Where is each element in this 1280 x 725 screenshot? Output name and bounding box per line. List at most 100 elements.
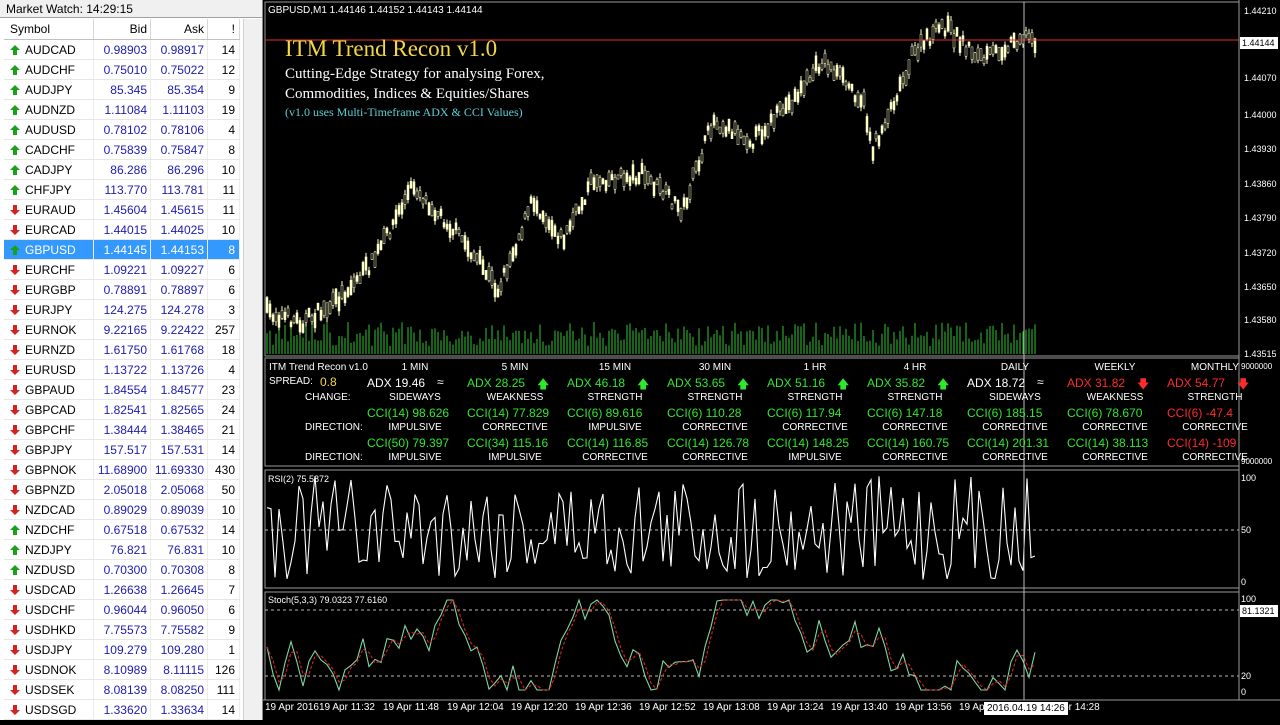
market-watch-row[interactable]: AUDCHF 0.75010 0.75022 12 <box>4 60 240 80</box>
market-watch-row[interactable]: USDHKD 7.75573 7.75582 9 <box>4 620 240 640</box>
market-watch-row[interactable]: NZDCHF 0.67518 0.67532 14 <box>4 520 240 540</box>
market-watch-row[interactable]: USDSGD 1.33620 1.33634 14 <box>4 700 240 720</box>
price-down-arrow-icon <box>10 465 20 475</box>
market-watch-row[interactable]: GBPNOK 11.68900 11.69330 430 <box>4 460 240 480</box>
bid-cell: 1.44145 <box>94 240 151 259</box>
spread-cell: 10 <box>208 160 240 179</box>
adx-sideways-icon: ≈ <box>437 375 444 389</box>
candle-body <box>856 92 860 108</box>
market-watch-row[interactable]: EURUSD 1.13722 1.13726 4 <box>4 360 240 380</box>
market-watch-row[interactable]: GBPUSD 1.44145 1.44153 8 <box>4 240 240 260</box>
spread-cell: 126 <box>208 660 240 679</box>
market-watch-row[interactable]: AUDNZD 1.11084 1.11103 19 <box>4 100 240 120</box>
market-watch-row[interactable]: CHFJPY 113.770 113.781 11 <box>4 180 240 200</box>
column-header-bid[interactable]: Bid <box>94 19 151 39</box>
market-watch-row[interactable]: EURAUD 1.45604 1.45615 11 <box>4 200 240 220</box>
candle-body <box>700 153 704 163</box>
market-watch-row[interactable]: NZDJPY 76.821 76.831 10 <box>4 540 240 560</box>
spread-cell: 9 <box>208 620 240 639</box>
spread-cell: 14 <box>208 440 240 459</box>
spread-cell: 257 <box>208 320 240 339</box>
market-watch-row[interactable]: USDJPY 109.279 109.280 1 <box>4 640 240 660</box>
candle-body <box>370 253 374 260</box>
market-watch-row[interactable]: EURNZD 1.61750 1.61768 18 <box>4 340 240 360</box>
market-watch-row[interactable]: USDCAD 1.26638 1.26645 7 <box>4 580 240 600</box>
market-watch-row[interactable]: AUDJPY 85.345 85.354 9 <box>4 80 240 100</box>
candle-body <box>472 251 476 261</box>
symbol-cell: EURCAD <box>4 220 94 239</box>
candle-body <box>916 47 920 61</box>
market-watch-row[interactable]: USDCHF 0.96044 0.96050 6 <box>4 600 240 620</box>
spread-cell: 430 <box>208 460 240 479</box>
candle-body <box>484 270 488 280</box>
market-watch-row[interactable]: EURJPY 124.275 124.278 3 <box>4 300 240 320</box>
candle-body <box>643 170 647 185</box>
market-watch-row[interactable]: EURGBP 0.78891 0.78897 6 <box>4 280 240 300</box>
price-axis-label: 1.43790 <box>1244 213 1277 223</box>
direction-state: CORRECTIVE <box>1082 452 1148 463</box>
adx-value: ADX 46.18 <box>567 376 626 390</box>
direction-state: CORRECTIVE <box>982 422 1048 433</box>
market-watch-row[interactable]: EURCAD 1.44015 1.44025 10 <box>4 220 240 240</box>
price-up-arrow-icon <box>10 145 20 155</box>
market-watch-row[interactable]: AUDUSD 0.78102 0.78106 4 <box>4 120 240 140</box>
market-watch-row[interactable]: NZDCAD 0.89029 0.89039 10 <box>4 500 240 520</box>
candle-body <box>304 313 308 323</box>
ask-cell: 0.96050 <box>151 600 208 619</box>
symbol-cell: EURNZD <box>4 340 94 359</box>
candle-body <box>298 320 302 333</box>
symbol-cell: USDNOK <box>4 660 94 679</box>
market-watch-row[interactable]: CADCHF 0.75839 0.75847 8 <box>4 140 240 160</box>
price-up-arrow-icon <box>10 45 20 55</box>
ask-cell: 85.354 <box>151 80 208 99</box>
candle-body <box>439 208 443 216</box>
market-watch-row[interactable]: NZDUSD 0.70300 0.70308 8 <box>4 560 240 580</box>
column-header-ask[interactable]: Ask <box>151 19 208 39</box>
market-watch-row[interactable]: GBPAUD 1.84554 1.84577 23 <box>4 380 240 400</box>
cci-long-value: CCI(14) 126.78 <box>667 436 750 450</box>
price-down-arrow-icon <box>10 685 20 695</box>
candle-body <box>574 203 578 212</box>
bid-cell: 8.08139 <box>94 680 151 699</box>
candle-body <box>874 133 878 140</box>
market-watch-row[interactable]: EURCHF 1.09221 1.09227 6 <box>4 260 240 280</box>
symbol-cell: GBPNZD <box>4 480 94 499</box>
price-down-arrow-icon <box>10 305 20 315</box>
candle-body <box>640 163 644 175</box>
market-watch-row[interactable]: USDSEK 8.08139 8.08250 111 <box>4 680 240 700</box>
overlay-line-2: Commodities, Indices & Equities/Shares <box>285 86 530 102</box>
market-watch-row[interactable]: GBPJPY 157.517 157.531 14 <box>4 440 240 460</box>
ask-cell: 1.26645 <box>151 580 208 599</box>
candle-body <box>895 95 899 102</box>
symbol-cell: NZDUSD <box>4 560 94 579</box>
candle-body <box>979 48 983 61</box>
price-axis-label: 1.43580 <box>1244 315 1277 325</box>
candle-body <box>871 146 875 161</box>
market-watch-row[interactable]: GBPCHF 1.38444 1.38465 21 <box>4 420 240 440</box>
bid-cell: 0.70300 <box>94 560 151 579</box>
stoch-value-tag: 81.1321 <box>1240 605 1278 617</box>
price-up-arrow-icon <box>10 185 20 195</box>
chart-canvas[interactable] <box>263 0 1280 720</box>
market-watch-row[interactable]: GBPNZD 2.05018 2.05068 50 <box>4 480 240 500</box>
candle-body <box>571 212 575 227</box>
market-watch-row[interactable]: GBPCAD 1.82541 1.82565 24 <box>4 400 240 420</box>
market-watch-row[interactable]: CADJPY 86.286 86.296 10 <box>4 160 240 180</box>
column-header-symbol[interactable]: Symbol <box>4 19 94 39</box>
time-axis-label: 19 Apr 11:48 <box>383 702 439 713</box>
candle-body <box>568 220 572 232</box>
timeframe-label: 4 HR <box>903 362 927 373</box>
market-watch-row[interactable]: AUDCAD 0.98903 0.98917 14 <box>4 40 240 60</box>
candle-body <box>655 179 659 186</box>
candle-body <box>934 21 938 29</box>
overlay-line-1: Cutting-Edge Strategy for analysing Fore… <box>285 66 545 82</box>
market-watch-scrollbar[interactable] <box>243 19 262 720</box>
price-up-arrow-icon <box>10 565 20 575</box>
candle-body <box>310 315 314 322</box>
column-header-spread[interactable]: ! <box>208 19 240 39</box>
candle-body <box>478 250 482 265</box>
market-watch-row[interactable]: EURNOK 9.22165 9.22422 257 <box>4 320 240 340</box>
chart-window[interactable]: GBPUSD,M1 1.44146 1.44152 1.44143 1.4414… <box>263 0 1280 720</box>
market-watch-row[interactable]: USDNOK 8.10989 8.11115 126 <box>4 660 240 680</box>
change-state: STRENGTH <box>687 392 743 403</box>
